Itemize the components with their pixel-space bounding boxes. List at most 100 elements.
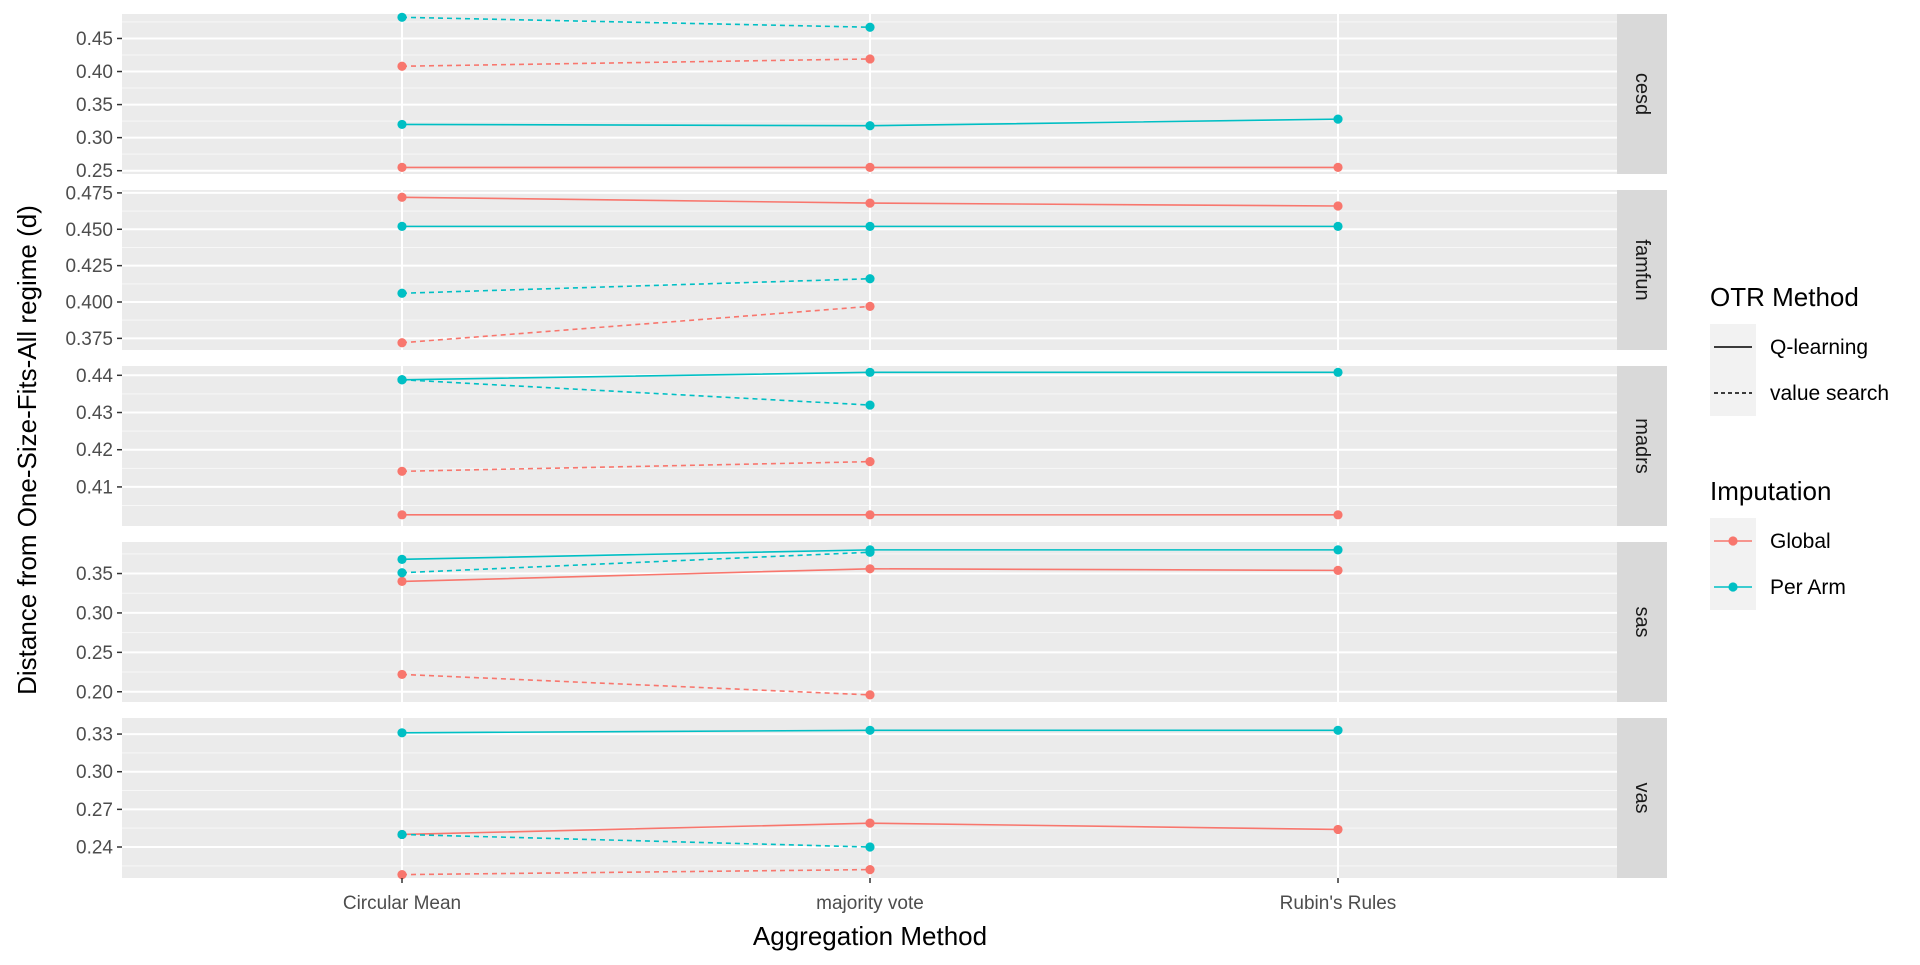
data-point bbox=[865, 864, 875, 875]
y-tick-label: 0.42 bbox=[76, 440, 113, 461]
y-tick-label: 0.41 bbox=[76, 477, 113, 498]
panel-cesd: 0.25 0.30 0.35 0.40 0.45 cesd bbox=[76, 12, 1667, 182]
data-point bbox=[865, 400, 875, 410]
facet-strip bbox=[1617, 14, 1667, 174]
data-point bbox=[865, 547, 875, 557]
data-point bbox=[1333, 367, 1343, 377]
data-point bbox=[397, 192, 407, 202]
data-point bbox=[397, 510, 407, 520]
panel-madrs: 0.41 0.42 0.43 0.44 madrs bbox=[76, 366, 1667, 526]
y-tick-label: 0.25 bbox=[76, 643, 113, 664]
data-point bbox=[397, 221, 407, 231]
legend-label: Global bbox=[1770, 530, 1831, 553]
series-line bbox=[401, 551, 871, 574]
x-tick-label: Rubin's Rules bbox=[1280, 893, 1397, 914]
y-tick-label: 0.44 bbox=[76, 366, 113, 387]
y-tick-label: 0.24 bbox=[76, 838, 113, 859]
data-point bbox=[865, 54, 875, 64]
y-tick-label: 0.30 bbox=[76, 603, 113, 624]
panel-sas: 0.20 0.25 0.30 0.35 sas bbox=[76, 542, 1667, 703]
y-tick-label: 0.33 bbox=[76, 725, 113, 746]
x-tick-label: majority vote bbox=[816, 893, 924, 914]
data-point bbox=[865, 842, 875, 852]
data-point bbox=[397, 728, 407, 738]
series-line bbox=[401, 277, 871, 295]
y-tick-label: 0.375 bbox=[65, 329, 113, 350]
y-tick-label: 0.450 bbox=[65, 220, 113, 241]
panel-vas: 0.24 0.27 0.30 0.33 vas bbox=[76, 718, 1667, 880]
legend-key-point bbox=[1728, 582, 1738, 592]
legend-label: Q-learning bbox=[1770, 336, 1868, 359]
facet-strip-label: sas bbox=[1631, 606, 1653, 637]
series-line bbox=[401, 833, 871, 848]
series-line bbox=[401, 305, 871, 344]
y-tick-label: 0.35 bbox=[76, 95, 113, 116]
data-point bbox=[865, 510, 875, 520]
data-point bbox=[1333, 725, 1343, 735]
data-point bbox=[865, 690, 875, 700]
data-point bbox=[397, 576, 407, 587]
data-point bbox=[397, 61, 407, 71]
series-line bbox=[401, 460, 871, 473]
facet-strip bbox=[1617, 190, 1667, 350]
axes: Aggregation Method Distance from One-Siz… bbox=[12, 205, 1396, 951]
data-point bbox=[865, 121, 875, 131]
series-line bbox=[401, 673, 871, 696]
data-point bbox=[397, 162, 407, 172]
data-point bbox=[1333, 114, 1343, 124]
data-point bbox=[865, 274, 875, 284]
legend-key-point bbox=[1728, 536, 1738, 546]
y-tick-label: 0.45 bbox=[76, 29, 113, 50]
y-tick-label: 0.25 bbox=[76, 161, 113, 182]
data-point bbox=[397, 466, 407, 476]
data-point bbox=[865, 725, 875, 735]
data-point bbox=[397, 338, 407, 348]
facet-strip-label: madrs bbox=[1631, 418, 1653, 474]
data-point bbox=[865, 162, 875, 172]
x-tick-label: Circular Mean bbox=[343, 893, 461, 914]
facet-strip bbox=[1617, 366, 1667, 526]
legend-label: Per Arm bbox=[1770, 576, 1846, 599]
data-point bbox=[1333, 565, 1343, 575]
y-tick-label: 0.20 bbox=[76, 682, 113, 703]
facet-strip-label: famfun bbox=[1631, 239, 1653, 300]
y-tick-label: 0.43 bbox=[76, 403, 113, 424]
data-point bbox=[865, 818, 875, 828]
legend-otr-method: OTR Method Q-learning value search bbox=[1710, 282, 1889, 416]
data-point bbox=[865, 221, 875, 231]
legend-title: Imputation bbox=[1710, 476, 1831, 506]
panels: 0.250.300.350.400.45cesd0.3750.4000.4250… bbox=[65, 12, 1667, 880]
facet-strip bbox=[1617, 542, 1667, 702]
data-point bbox=[397, 288, 407, 298]
data-point bbox=[397, 119, 407, 130]
data-point bbox=[397, 669, 407, 680]
y-tick-label: 0.40 bbox=[76, 62, 113, 83]
y-tick-label: 0.475 bbox=[65, 183, 113, 204]
data-point bbox=[865, 22, 875, 32]
data-point bbox=[1333, 510, 1343, 520]
series-line bbox=[401, 58, 871, 68]
data-point bbox=[397, 829, 407, 840]
x-axis-title: Aggregation Method bbox=[753, 921, 987, 951]
data-point bbox=[397, 375, 407, 385]
data-point bbox=[1333, 201, 1343, 211]
data-point bbox=[397, 12, 407, 22]
data-point bbox=[1333, 545, 1343, 555]
data-point bbox=[397, 870, 407, 880]
y-tick-label: 0.27 bbox=[76, 800, 113, 821]
facet-strip bbox=[1617, 718, 1667, 878]
data-point bbox=[865, 564, 875, 574]
y-tick-label: 0.400 bbox=[65, 293, 113, 314]
legend: OTR Method Q-learning value search Imputati… bbox=[1710, 282, 1889, 610]
data-point bbox=[865, 301, 875, 311]
facet-strip-label: vas bbox=[1631, 782, 1653, 813]
y-tick-label: 0.30 bbox=[76, 762, 113, 783]
data-point bbox=[397, 568, 407, 578]
data-point bbox=[397, 554, 407, 564]
series-line bbox=[401, 16, 871, 29]
panel-famfun: 0.375 0.400 0.425 0.450 0.475 famfun bbox=[65, 183, 1667, 350]
data-point bbox=[865, 367, 875, 377]
data-point bbox=[1333, 824, 1343, 835]
data-point bbox=[1333, 162, 1343, 172]
